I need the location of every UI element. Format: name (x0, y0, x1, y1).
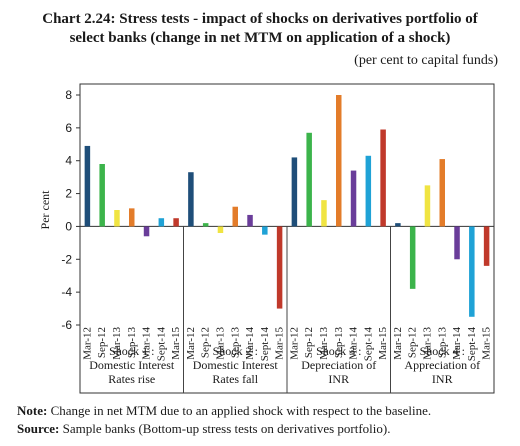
x-tick-label: Mar-13 (214, 327, 226, 360)
x-tick-label: Mar-12 (81, 327, 93, 360)
group-desc-line1: Appreciation of (404, 358, 480, 372)
chart-unit-subtitle: (per cent to capital funds) (354, 53, 498, 68)
bar (217, 226, 224, 233)
chart-title-line1: Chart 2.24: Stress tests - impact of sho… (42, 11, 478, 27)
bar (306, 132, 312, 227)
y-tick-label: 8 (65, 88, 72, 102)
bar (202, 223, 209, 227)
x-tick-label: Sept-14 (362, 327, 374, 362)
source-line: Source: Sample banks (Bottom-up stress t… (17, 420, 431, 438)
bar (336, 95, 342, 227)
x-tick-label: Sept-14 (466, 327, 478, 362)
x-tick-label: Sep-12 (200, 327, 212, 358)
y-tick-label: -2 (61, 252, 72, 266)
group-name-label: Shock 3 : (316, 344, 361, 358)
group-desc-line1: Domestic Interest (193, 358, 279, 372)
x-tick-label: Sept-14 (155, 327, 167, 362)
group-desc-line2: Rates rise (108, 372, 155, 386)
bar (143, 226, 150, 237)
bar (439, 159, 445, 227)
bar (276, 226, 283, 309)
group-desc-line1: Depreciation of (301, 358, 376, 372)
bar (380, 129, 386, 227)
footnotes: Note: Change in net MTM due to an applie… (17, 402, 431, 438)
x-tick-label: Mar-14 (348, 327, 360, 360)
bar (365, 155, 372, 227)
bar (409, 226, 416, 289)
group-desc-line2: INR (432, 372, 453, 386)
group-desc-line2: Rates fall (212, 372, 258, 386)
group-name-label: Shock 1 : (109, 344, 154, 358)
note-text: Change in net MTM due to an applied shoc… (50, 403, 432, 418)
bar (247, 214, 253, 227)
group-desc-line2: INR (328, 372, 349, 386)
bar (188, 172, 194, 227)
x-tick-label: Sep-12 (96, 327, 108, 358)
bar (350, 170, 357, 227)
y-tick-label: 4 (65, 154, 72, 168)
x-tick-label: Sep-13 (333, 327, 345, 359)
bar (469, 226, 475, 317)
bar (173, 218, 179, 227)
x-tick-label: Sep-12 (407, 327, 419, 358)
bar (158, 218, 165, 227)
y-axis-label: Per cent (38, 190, 52, 230)
bar (321, 200, 327, 227)
y-tick-label: 6 (65, 121, 72, 135)
x-tick-label: Mar-13 (421, 327, 433, 360)
bar (424, 185, 431, 227)
x-tick-label: Sept-14 (259, 327, 271, 362)
x-tick-label: Mar-14 (451, 327, 463, 360)
source-label: Source: (17, 421, 60, 436)
x-tick-label: Mar-15 (170, 327, 182, 360)
group-name-label: Shock 4 : (420, 344, 465, 358)
bar (395, 223, 401, 227)
bar (114, 210, 120, 227)
group-name-label: Shock 2 : (213, 344, 258, 358)
x-tick-label: Mar-12 (288, 327, 300, 360)
bar (262, 226, 268, 235)
group-desc-line1: Domestic Interest (89, 358, 175, 372)
bar (84, 145, 91, 227)
note-label: Note: (17, 403, 48, 418)
bar (232, 206, 238, 227)
x-tick-label: Mar-15 (274, 327, 286, 360)
source-text: Sample banks (Bottom-up stress tests on … (62, 421, 391, 436)
x-tick-label: Sep-13 (436, 327, 448, 359)
x-tick-label: Mar-14 (244, 327, 256, 360)
bar (291, 157, 298, 227)
chart-title-line2: select banks (change in net MTM on appli… (69, 30, 451, 46)
bar (483, 226, 490, 266)
x-tick-label: Sep-13 (126, 327, 138, 359)
x-tick-label: Mar-12 (392, 327, 404, 360)
bar (129, 208, 135, 227)
x-tick-label: Mar-13 (111, 327, 123, 360)
y-tick-label: -4 (61, 285, 72, 299)
x-tick-label: Mar-12 (185, 327, 197, 360)
x-tick-label: Sep-12 (303, 327, 315, 358)
x-tick-label: Mar-15 (481, 327, 493, 360)
x-tick-label: Mar-15 (377, 327, 389, 360)
x-tick-label: Mar-14 (141, 327, 153, 360)
note-line: Note: Change in net MTM due to an applie… (17, 402, 431, 420)
x-tick-label: Mar-13 (318, 327, 330, 360)
y-tick-label: -6 (61, 318, 72, 332)
bar (99, 164, 105, 227)
y-tick-label: 2 (65, 187, 72, 201)
chart-title: Chart 2.24: Stress tests - impact of sho… (0, 10, 520, 48)
bar (454, 226, 460, 260)
y-tick-label: 0 (65, 219, 72, 233)
x-tick-label: Sep-13 (229, 327, 241, 359)
